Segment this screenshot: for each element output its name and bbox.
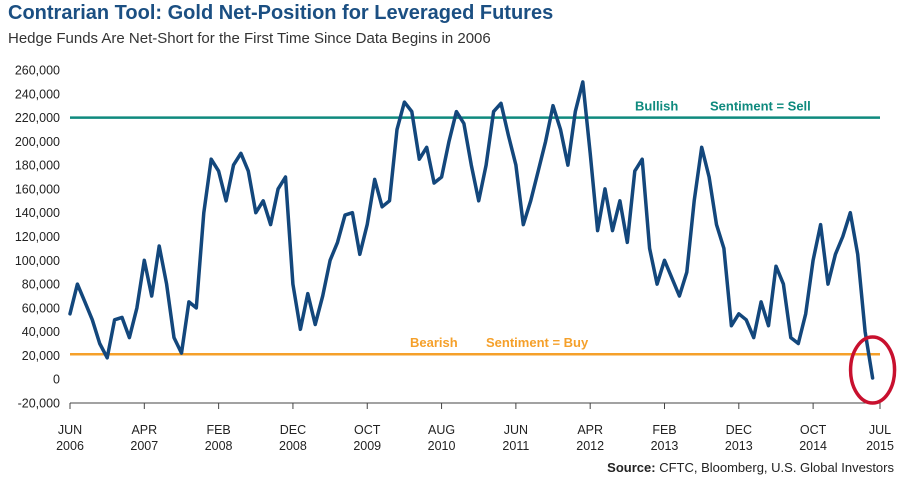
x-tick-month: DEC — [280, 423, 306, 437]
x-tick-month: JUN — [58, 423, 82, 437]
y-tick-label: 40,000 — [22, 325, 60, 339]
x-tick-month: FEB — [652, 423, 676, 437]
x-tick-month: FEB — [206, 423, 230, 437]
y-axis: 260,000 240,000 220,000 200,000 180,000 160,0… — [15, 64, 60, 411]
series-group — [68, 80, 875, 380]
x-tick-year: 2015 — [866, 439, 894, 453]
y-tick-label: 20,000 — [22, 349, 60, 363]
highlight-group — [848, 335, 897, 405]
reference-lines: Bullish Sentiment = Sell Bearish Sentiment … — [70, 99, 880, 356]
x-tick-month: APR — [131, 423, 157, 437]
y-tick-label: 0 — [53, 373, 60, 387]
source-text: CFTC, Bloomberg, U.S. Global Investors — [659, 460, 894, 475]
y-tick-label: 220,000 — [15, 111, 60, 125]
highlight-circle — [848, 335, 897, 405]
y-tick-label: 140,000 — [15, 206, 60, 220]
source-note: Source: CFTC, Bloomberg, U.S. Global Inv… — [607, 460, 894, 475]
y-tick-label: 180,000 — [15, 159, 60, 173]
y-tick-label: 200,000 — [15, 135, 60, 149]
y-tick-label: 260,000 — [15, 64, 60, 78]
y-tick-label: -20,000 — [18, 397, 60, 411]
x-axis: JUN 2006 APR 2007 FEB 2008 DEC 2008 OCT 2009 AUG 20… — [56, 402, 894, 453]
x-tick-year: 2013 — [725, 439, 753, 453]
y-tick-label: 60,000 — [22, 301, 60, 315]
y-tick-label: 160,000 — [15, 182, 60, 196]
x-tick-year: 2012 — [576, 439, 604, 453]
x-tick-month: OCT — [800, 423, 827, 437]
x-tick-year: 2011 — [502, 439, 529, 453]
x-tick-year: 2008 — [205, 439, 233, 453]
reference-label-secondary: Sentiment = Buy — [486, 335, 589, 350]
x-tick-year: 2014 — [799, 439, 827, 453]
x-tick-year: 2013 — [651, 439, 679, 453]
source-label: Source: — [607, 460, 656, 475]
x-tick-month: OCT — [354, 423, 381, 437]
chart-subtitle: Hedge Funds Are Net-Short for the First … — [8, 30, 491, 47]
x-tick-month: AUG — [428, 423, 455, 437]
x-tick-month: DEC — [726, 423, 752, 437]
y-tick-label: 100,000 — [15, 254, 60, 268]
reference-label-primary: Bearish — [410, 335, 458, 350]
x-tick-year: 2007 — [130, 439, 158, 453]
x-tick-month: JUN — [504, 423, 528, 437]
x-tick-year: 2008 — [279, 439, 307, 453]
y-tick-label: 80,000 — [22, 278, 60, 292]
series-line — [68, 80, 875, 380]
x-tick-year: 2006 — [56, 439, 84, 453]
reference-label-secondary: Sentiment = Sell — [710, 99, 811, 114]
y-tick-label: 120,000 — [15, 230, 60, 244]
x-tick-year: 2009 — [353, 439, 381, 453]
y-tick-label: 240,000 — [15, 87, 60, 101]
reference-label-primary: Bullish — [635, 99, 678, 114]
chart-title: Contrarian Tool: Gold Net-Position for L… — [8, 2, 554, 24]
x-tick-year: 2010 — [428, 439, 456, 453]
x-tick-month: JUL — [869, 423, 891, 437]
x-tick-month: APR — [577, 423, 603, 437]
